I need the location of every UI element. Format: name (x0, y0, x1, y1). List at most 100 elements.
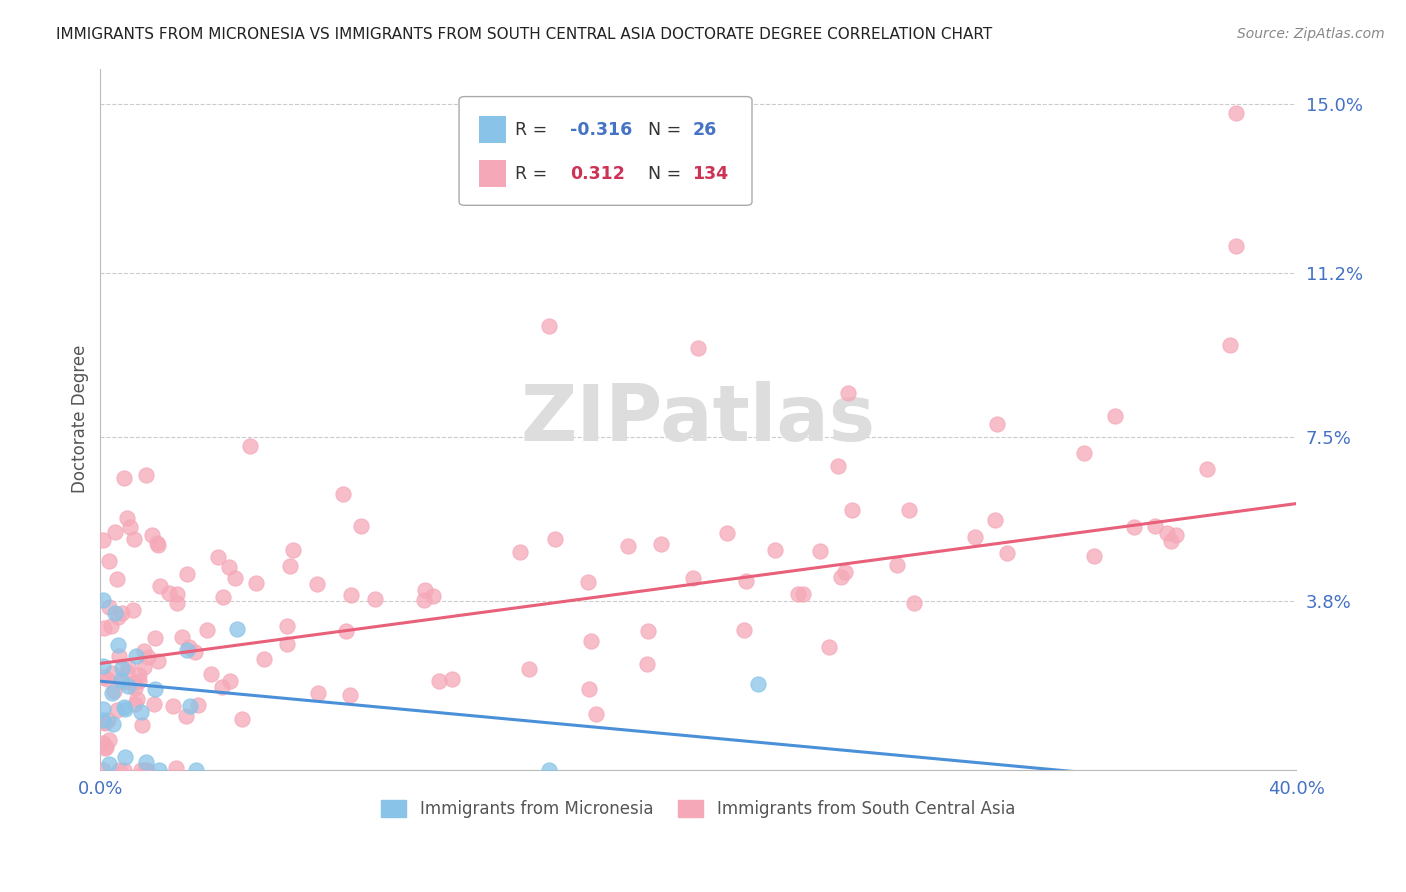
Point (127, 691, 149, 706)
Point (110, 673, 132, 687)
Point (104, 606, 127, 620)
Point (581, 634, 603, 648)
Point (104, 524, 127, 539)
Point (93, 670, 115, 684)
Point (146, 536, 169, 550)
Point (207, 550, 229, 565)
Point (100, 619, 122, 633)
Point (413, 582, 436, 597)
Point (984, 513, 1007, 527)
Point (100, 665, 122, 680)
Point (107, 610, 129, 624)
Point (134, 644, 156, 658)
Point (108, 649, 131, 664)
Text: -0.316: -0.316 (571, 120, 633, 138)
Point (219, 674, 242, 689)
Point (650, 536, 672, 550)
Y-axis label: Doctorate Degree: Doctorate Degree (72, 345, 89, 493)
Point (93, 716, 115, 731)
Point (128, 667, 150, 681)
Point (186, 698, 208, 712)
Point (98, 599, 121, 614)
Point (517, 662, 540, 676)
Point (200, 667, 222, 681)
Point (307, 577, 329, 591)
Point (616, 539, 638, 553)
Text: R =: R = (515, 120, 553, 138)
Point (165, 761, 187, 775)
Point (117, 679, 139, 693)
Point (1156, 526, 1178, 541)
Point (184, 645, 207, 659)
Point (1160, 534, 1182, 549)
Point (1225, 106, 1247, 120)
Point (276, 618, 298, 632)
Point (122, 676, 145, 690)
Point (112, 470, 135, 484)
Point (1104, 409, 1126, 423)
Point (224, 571, 246, 585)
Point (91, 736, 114, 750)
Text: R =: R = (515, 165, 553, 183)
Point (307, 686, 329, 700)
Point (122, 532, 145, 546)
Point (834, 565, 856, 579)
Point (544, 533, 567, 547)
Text: ZIPatlas: ZIPatlas (520, 381, 876, 458)
Point (886, 558, 908, 572)
Point (585, 707, 607, 722)
Point (176, 643, 198, 657)
Text: 26: 26 (692, 120, 717, 138)
FancyBboxPatch shape (479, 116, 506, 143)
Point (134, 660, 156, 674)
Point (734, 574, 756, 589)
Point (986, 417, 1008, 431)
Point (91, 702, 114, 716)
Point (146, 654, 169, 668)
Point (172, 630, 194, 644)
Point (129, 705, 152, 719)
Point (91, 714, 114, 729)
Point (111, 661, 134, 675)
Point (422, 589, 444, 603)
Point (136, 649, 159, 664)
Point (117, 510, 139, 524)
Point (111, 606, 134, 620)
Point (93, 621, 115, 635)
Point (124, 697, 146, 711)
Point (231, 711, 253, 725)
Point (212, 590, 235, 604)
Point (97, 757, 120, 772)
Point (1225, 239, 1247, 253)
Point (636, 657, 658, 672)
Point (278, 559, 301, 574)
Point (134, 763, 156, 777)
Point (176, 709, 198, 723)
Point (903, 596, 925, 610)
Legend: Immigrants from Micronesia, Immigrants from South Central Asia: Immigrants from Micronesia, Immigrants f… (375, 793, 1022, 825)
Point (93, 741, 115, 756)
Point (898, 503, 921, 517)
Point (218, 560, 240, 574)
Text: Source: ZipAtlas.com: Source: ZipAtlas.com (1237, 27, 1385, 41)
Point (245, 575, 267, 590)
Point (253, 651, 276, 665)
Point (226, 622, 249, 636)
Point (97, 733, 120, 747)
Point (1073, 445, 1095, 459)
Point (841, 502, 863, 516)
Point (827, 459, 849, 474)
Text: 134: 134 (692, 165, 728, 183)
Point (335, 624, 357, 638)
Point (1123, 520, 1146, 534)
Point (1195, 462, 1218, 476)
Point (100, 686, 122, 700)
Point (179, 640, 201, 654)
Point (98, 554, 121, 568)
Point (682, 571, 704, 585)
Point (747, 677, 769, 691)
Point (332, 487, 354, 501)
Point (115, 665, 138, 679)
Point (637, 624, 659, 639)
Point (186, 763, 208, 777)
